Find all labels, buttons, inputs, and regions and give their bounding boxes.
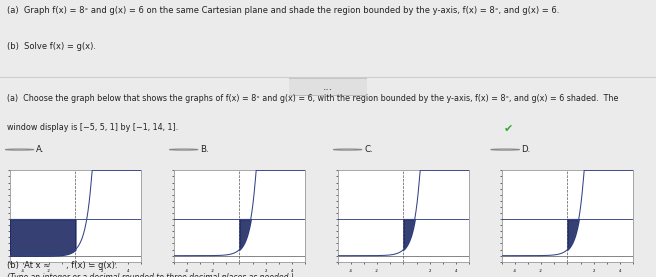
FancyBboxPatch shape bbox=[285, 78, 371, 96]
Text: (b)  At x ≈      , f(x) = g(x).: (b) At x ≈ , f(x) = g(x). bbox=[7, 261, 117, 270]
Text: ...: ... bbox=[323, 82, 333, 92]
Text: (a)  Choose the graph below that shows the graphs of f(x) = 8ˣ and g(x) = 6, wit: (a) Choose the graph below that shows th… bbox=[7, 94, 618, 103]
Text: (a)  Graph f(x) = 8ˣ and g(x) = 6 on the same Cartesian plane and shade the regi: (a) Graph f(x) = 8ˣ and g(x) = 6 on the … bbox=[7, 6, 559, 14]
Text: (b)  Solve f(x) = g(x).: (b) Solve f(x) = g(x). bbox=[7, 42, 96, 51]
Text: D.: D. bbox=[522, 145, 531, 154]
Text: A.: A. bbox=[36, 145, 45, 154]
Text: B.: B. bbox=[200, 145, 209, 154]
Text: ✔: ✔ bbox=[504, 124, 513, 134]
Text: C.: C. bbox=[364, 145, 373, 154]
Text: (Type an integer or a decimal rounded to three decimal places as needed.): (Type an integer or a decimal rounded to… bbox=[7, 273, 293, 277]
Text: window display is [−5, 5, 1] by [−1, 14, 1].: window display is [−5, 5, 1] by [−1, 14,… bbox=[7, 123, 178, 132]
